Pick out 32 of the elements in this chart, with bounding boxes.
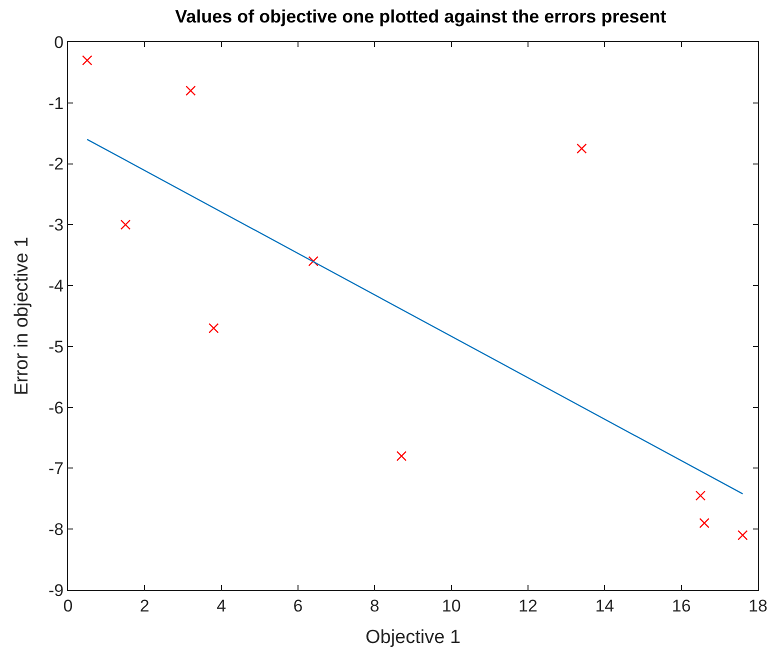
y-tick-label: -8 [48,520,64,540]
y-tick-label: -9 [48,580,64,600]
y-tick-label: -3 [48,216,64,235]
x-tick-label: 4 [216,596,226,616]
y-tick-label: -2 [48,154,64,174]
x-tick-label: 18 [748,596,768,616]
point [186,86,196,96]
x-axis-title: Objective 1 [365,627,461,648]
point [699,518,710,528]
y-tick-label: -5 [48,337,64,356]
x-tick-label: 2 [140,596,150,616]
x-tick-label: 10 [442,596,461,616]
y-tick-label: 0 [54,32,64,52]
y-tick-label: -4 [48,276,64,296]
x-tick-label: 8 [370,596,380,616]
chart-title: Values of objective one plotted against the errors present [175,6,666,26]
x-tick-label: 16 [672,596,691,616]
point [120,220,131,230]
y-axis-title: Error in objective 1 [11,236,32,396]
point [396,450,407,462]
point [308,256,318,266]
point [576,143,587,154]
y-tick-label: -6 [48,398,64,418]
x-tick-label: 14 [595,596,614,616]
x-tick-label: 12 [518,596,538,616]
point [208,323,219,334]
y-tick-label: -7 [48,459,64,478]
point [695,490,706,501]
y-tick-label: -1 [48,94,64,113]
point [738,530,748,540]
x-tick-label: 6 [293,596,303,616]
point [82,55,92,66]
